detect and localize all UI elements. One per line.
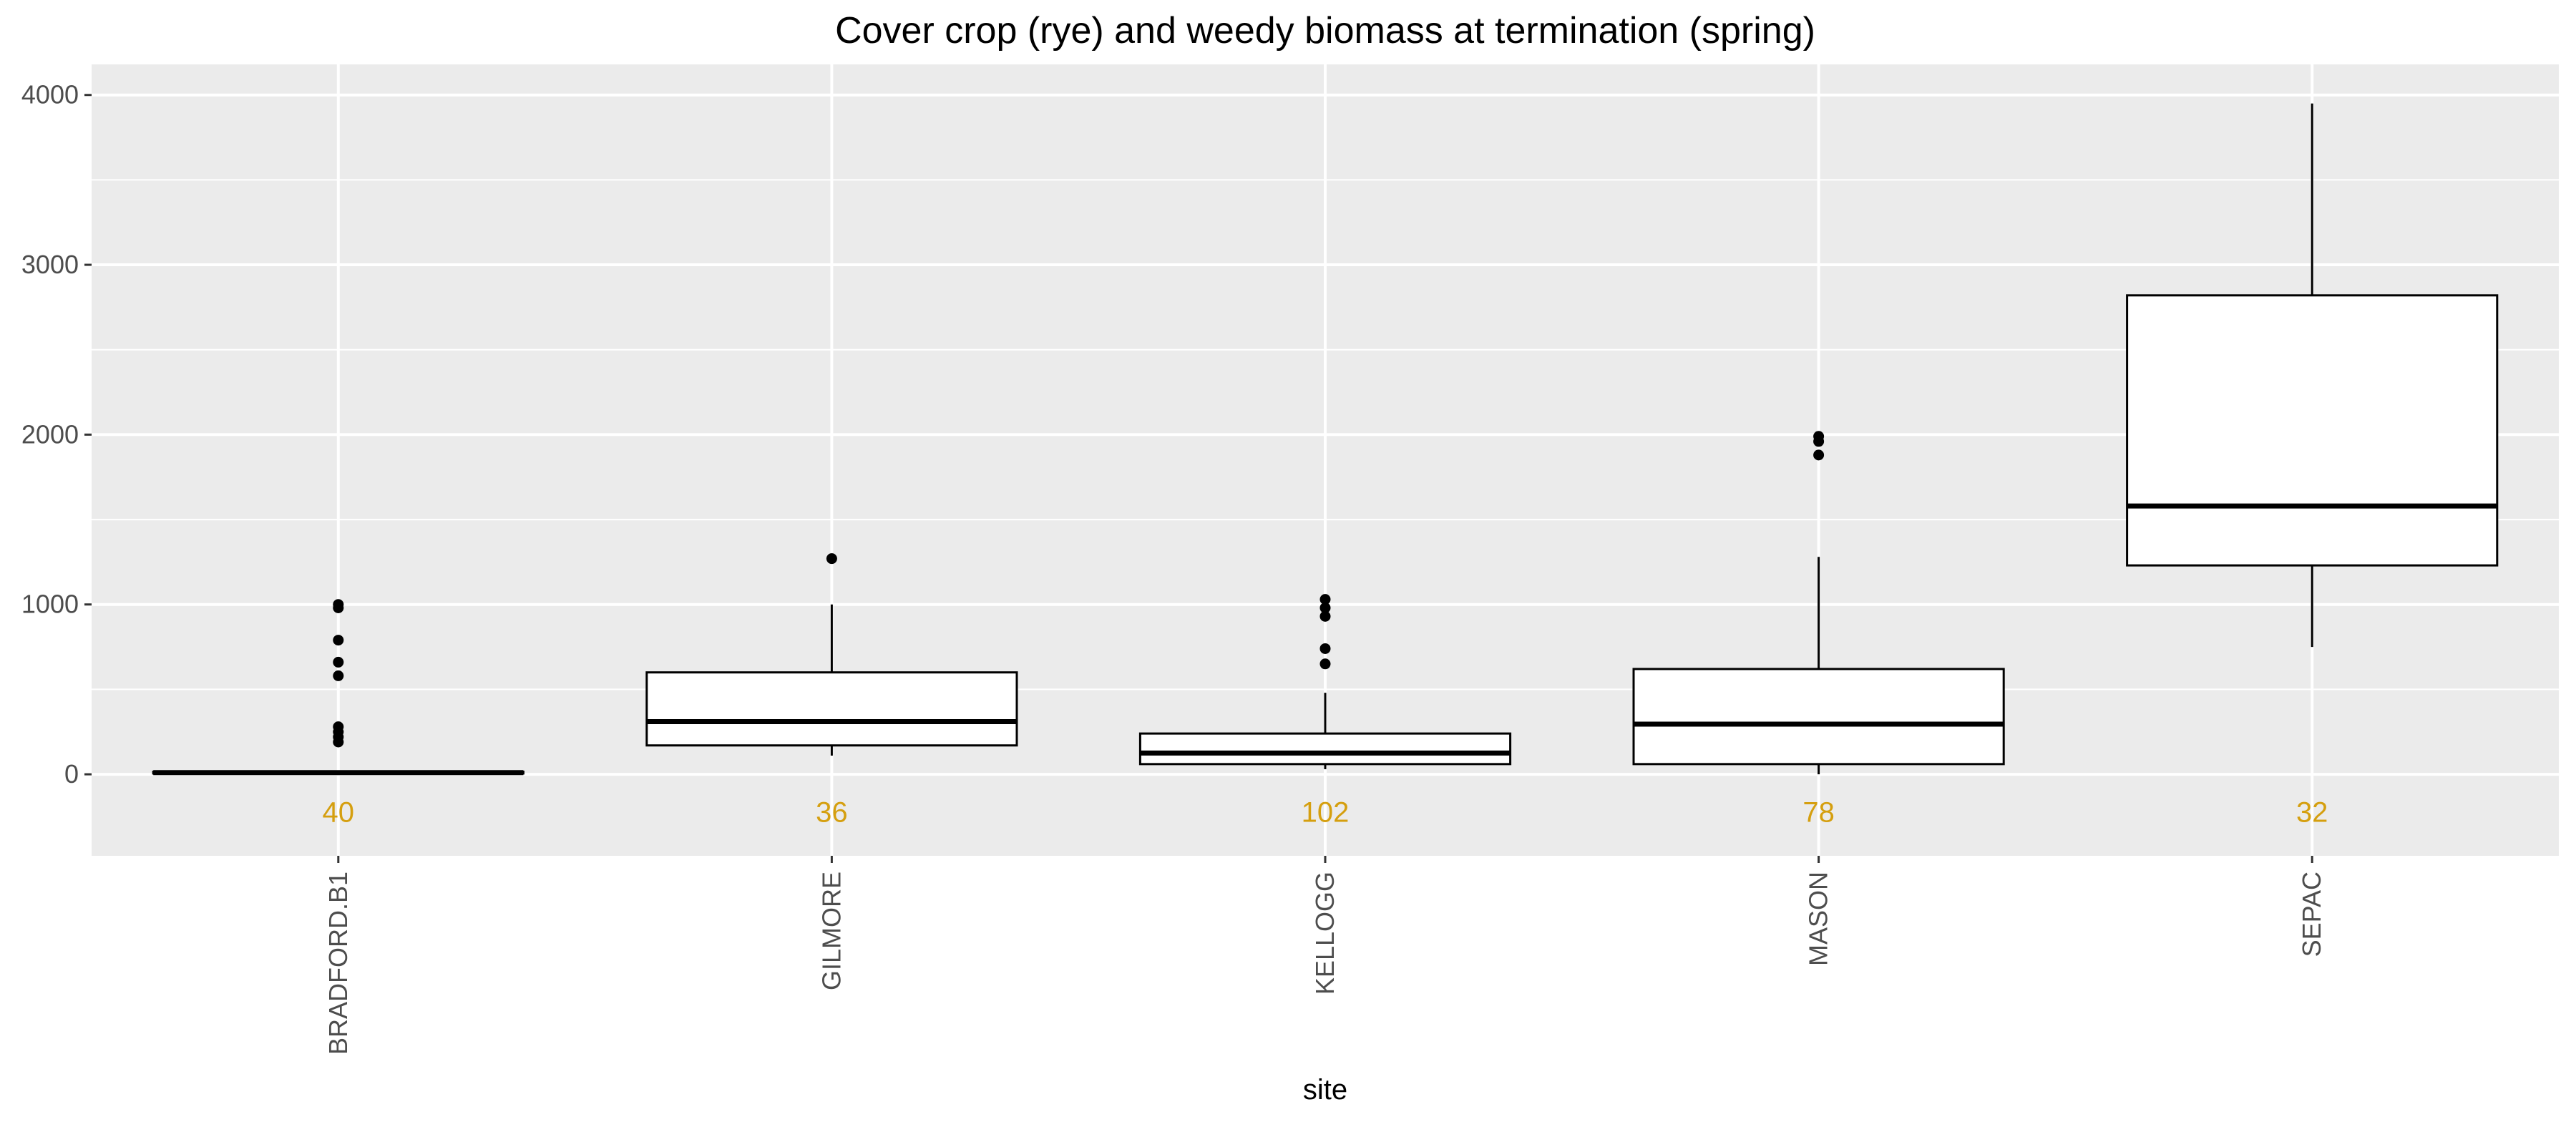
iqr-box — [1138, 732, 1512, 766]
count-label: 40 — [323, 796, 355, 828]
x-tick-label: KELLOGG — [1310, 872, 1340, 995]
y-tick-label: 4000 — [21, 80, 79, 109]
box-mason — [1632, 431, 2005, 775]
outlier-point — [1319, 602, 1331, 613]
x-tick-label: GILMORE — [816, 872, 846, 990]
count-label: 102 — [1302, 796, 1350, 828]
outlier-point — [1319, 658, 1331, 670]
iqr-box — [1632, 668, 2005, 766]
x-axis: BRADFORD.B1 GILMORE KELLOGG MASON SEPAC — [323, 856, 2326, 1055]
chart-title: Cover crop (rye) and weedy biomass at te… — [835, 10, 1815, 52]
outlier-point — [1319, 594, 1331, 605]
outlier-point — [826, 553, 837, 565]
count-label: 36 — [816, 796, 848, 828]
box-sepac — [2126, 103, 2499, 648]
outlier-point — [1813, 449, 1825, 461]
outlier-point — [333, 599, 344, 610]
outlier-point — [333, 656, 344, 668]
y-tick-label: 1000 — [21, 590, 79, 619]
y-tick-label: 2000 — [21, 419, 79, 449]
outlier-point — [1319, 643, 1331, 654]
box-gilmore — [645, 553, 1018, 756]
y-tick-label: 0 — [64, 759, 79, 789]
x-tick-label: BRADFORD.B1 — [323, 872, 353, 1055]
outlier-point — [333, 721, 344, 733]
iqr-box — [2126, 294, 2499, 567]
box-kellogg — [1138, 594, 1512, 769]
y-tick-label: 3000 — [21, 250, 79, 279]
outlier-point — [1813, 431, 1825, 442]
x-axis-title: site — [1303, 1074, 1347, 1106]
count-label: 32 — [2296, 796, 2328, 828]
outlier-point — [333, 670, 344, 681]
iqr-box — [645, 671, 1018, 747]
outlier-point — [1319, 610, 1331, 622]
boxplot-series — [152, 103, 2499, 776]
y-axis: 0 1000 2000 3000 4000 — [21, 80, 92, 789]
sample-count-labels: 40 36 102 78 32 — [323, 796, 2328, 828]
x-tick-label: MASON — [1804, 872, 1833, 966]
x-tick-label: SEPAC — [2297, 872, 2326, 957]
outlier-point — [333, 635, 344, 646]
count-label: 78 — [1802, 796, 1835, 828]
box-bradford-b1 — [152, 599, 525, 776]
